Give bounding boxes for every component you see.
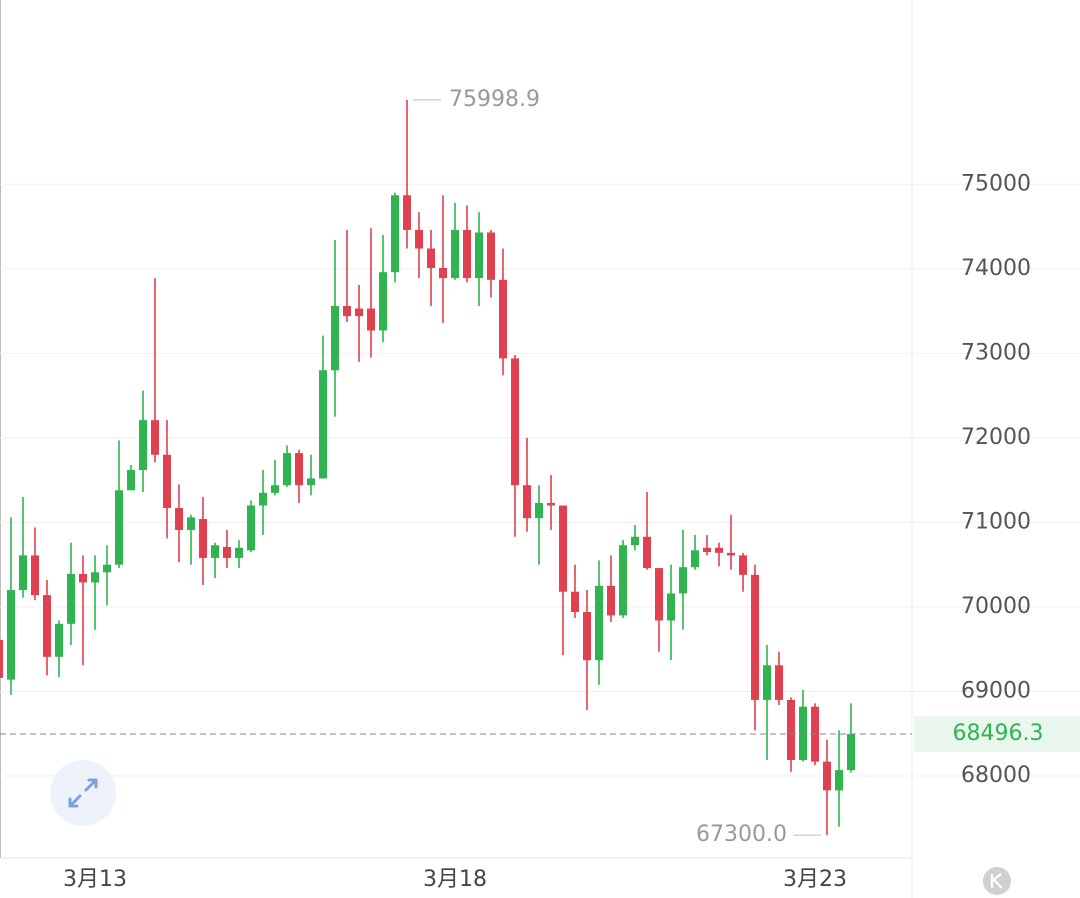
candle-body: [499, 279, 507, 359]
y-tick-label: 74000: [961, 256, 1031, 281]
candle-body: [439, 267, 447, 279]
y-tick-label: 72000: [961, 425, 1031, 450]
y-tick-label: 70000: [961, 594, 1031, 619]
candle-body: [595, 585, 603, 661]
candle-body: [511, 358, 519, 486]
candle-body: [91, 572, 99, 583]
x-tick-label: 3月23: [783, 867, 847, 892]
last-price-label: 68496.3: [953, 721, 1044, 746]
candle-body: [835, 770, 843, 791]
candle-body: [619, 545, 627, 616]
candle-body: [655, 568, 663, 621]
candle-body: [79, 573, 87, 583]
candle-body: [43, 595, 51, 657]
low-annotation: 67300.0: [696, 822, 787, 847]
candle-body: [607, 585, 615, 616]
candle-body: [391, 195, 399, 273]
candle-body: [559, 505, 567, 592]
candle-body: [19, 555, 27, 591]
candle-body: [475, 232, 483, 279]
candle-body: [763, 665, 771, 700]
candle-body: [187, 517, 195, 531]
high-annotation: 75998.9: [449, 87, 540, 112]
k-logo: [983, 867, 1011, 895]
expand-button[interactable]: [50, 760, 116, 826]
candle-body: [631, 536, 639, 546]
candle-body: [463, 229, 471, 279]
candle-body: [115, 490, 123, 565]
candle-body: [823, 761, 831, 791]
candle-body: [271, 485, 279, 493]
candle-body: [319, 370, 327, 479]
candle-body: [211, 545, 219, 558]
candle-body: [775, 665, 783, 700]
candle-body: [583, 612, 591, 661]
candle-body: [691, 550, 699, 568]
candle-body: [247, 505, 255, 551]
candle-body: [343, 306, 351, 317]
candle-body: [451, 229, 459, 279]
candle-body: [679, 567, 687, 594]
candle-body: [31, 555, 39, 596]
y-tick-label: 71000: [961, 509, 1031, 534]
x-tick-label: 3月13: [63, 867, 127, 892]
candle-body: [415, 229, 423, 249]
candle-body: [127, 469, 135, 491]
candle-body: [703, 547, 711, 552]
candle-body: [55, 623, 63, 657]
x-tick-label: 3月18: [423, 867, 487, 892]
candle-body: [175, 508, 183, 531]
candle-body: [547, 502, 555, 506]
candle-body: [235, 547, 243, 558]
candle-body: [367, 308, 375, 331]
candle-body: [7, 590, 15, 680]
candle-body: [0, 639, 3, 678]
candle-body: [715, 547, 723, 553]
candle-body: [787, 699, 795, 760]
candle-body: [295, 453, 303, 486]
candle-body: [667, 593, 675, 621]
candle-body: [727, 552, 735, 556]
candle-body: [847, 734, 855, 771]
candle-body: [103, 564, 111, 573]
candle-body: [523, 485, 531, 519]
y-tick-label: 75000: [961, 171, 1031, 196]
candle-body: [427, 248, 435, 268]
candle-body: [67, 573, 75, 624]
candle-body: [139, 420, 147, 470]
candle-body: [163, 454, 171, 509]
candle-body: [151, 420, 159, 455]
candle-body: [739, 555, 747, 575]
candle-body: [403, 195, 411, 230]
y-tick-label: 68000: [961, 763, 1031, 788]
candle-body: [535, 502, 543, 519]
candle-body: [379, 272, 387, 331]
candle-body: [355, 308, 363, 317]
candle-body: [331, 306, 339, 371]
y-tick-label: 69000: [961, 678, 1031, 703]
candle-body: [283, 453, 291, 486]
candle-body: [751, 574, 759, 700]
candle-body: [487, 232, 495, 280]
y-tick-label: 73000: [961, 340, 1031, 365]
candle-body: [199, 519, 207, 558]
candle-body: [643, 536, 651, 569]
candle-body: [799, 706, 807, 760]
last-price-box: [914, 716, 1080, 753]
candle-body: [223, 546, 231, 558]
candle-body: [571, 591, 579, 613]
candle-body: [259, 492, 267, 506]
candle-body: [307, 478, 315, 486]
